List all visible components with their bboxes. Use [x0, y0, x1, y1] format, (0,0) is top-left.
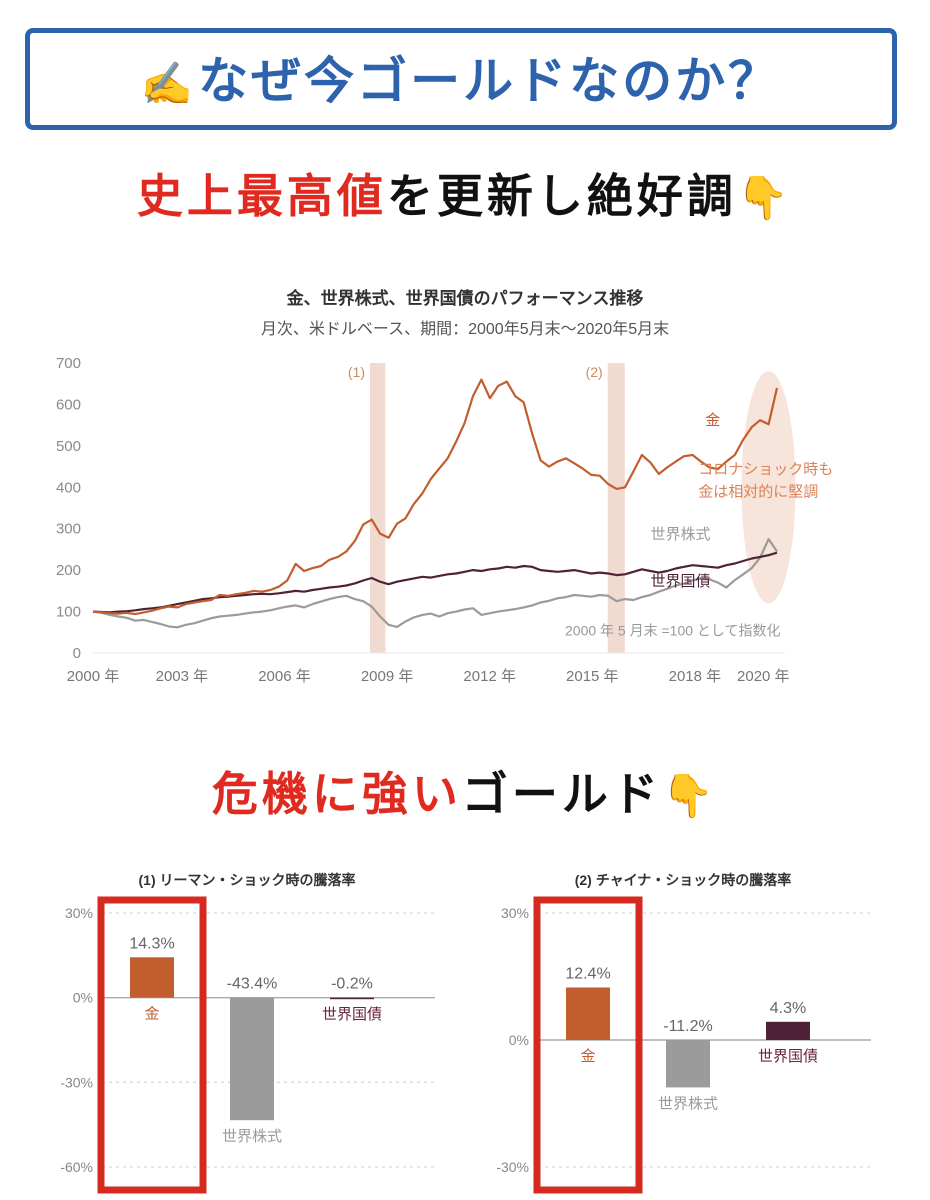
svg-text:0: 0	[73, 645, 81, 662]
china-shock-chart-block: (2) チャイナ・ショック時の騰落率 30% 0% -30% 12.4% 金 -11.2%…	[483, 870, 883, 1200]
svg-text:12.4%: 12.4%	[565, 966, 610, 983]
svg-text:-11.2%: -11.2%	[663, 1018, 713, 1035]
svg-text:世界株式: 世界株式	[651, 526, 711, 543]
page-title-text: なぜ今ゴールドなのか？	[198, 53, 782, 109]
writing-hand-icon: ✍️	[140, 60, 197, 107]
title-box: ✍️なぜ今ゴールドなのか？	[25, 28, 897, 130]
svg-text:30%: 30%	[501, 905, 529, 921]
svg-text:(1): (1)	[348, 364, 365, 380]
pointing-down-icon: 👇	[661, 772, 719, 819]
svg-text:世界国債: 世界国債	[758, 1048, 818, 1065]
bar-chart-1-title: (1) リーマン・ショック時の騰落率	[138, 872, 356, 888]
svg-text:金は相対的に堅調: 金は相対的に堅調	[698, 483, 818, 500]
svg-text:2009 年: 2009 年	[361, 668, 414, 685]
bar-charts-row: (1) リーマン・ショック時の騰落率 30% 0% -30% -60% 14.3% 金 -4…	[0, 870, 930, 1200]
svg-text:金: 金	[705, 412, 720, 429]
svg-text:-0.2%: -0.2%	[331, 976, 373, 993]
svg-text:0%: 0%	[509, 1032, 529, 1048]
svg-text:2000 年: 2000 年	[67, 668, 120, 685]
headline-top-rest: を更新し絶好調	[386, 170, 737, 222]
svg-text:0%: 0%	[73, 990, 93, 1006]
lehman-shock-chart-block: (1) リーマン・ショック時の騰落率 30% 0% -30% -60% 14.3% 金 -4…	[47, 870, 447, 1200]
performance-line-chart: (1) (2) 0 100 200 300 400 500 600 700 2000 年 2003 年…	[56, 355, 833, 685]
svg-text:世界株式: 世界株式	[222, 1128, 282, 1145]
svg-text:-30%: -30%	[60, 1074, 93, 1090]
svg-text:200: 200	[56, 562, 81, 579]
svg-text:(2): (2)	[586, 364, 603, 380]
svg-text:700: 700	[56, 355, 81, 372]
svg-text:2015 年: 2015 年	[566, 668, 619, 685]
line-chart-title: 金、世界株式、世界国債のパフォーマンス推移	[286, 289, 644, 308]
svg-text:300: 300	[56, 521, 81, 538]
pointing-down-icon: 👇	[736, 174, 794, 221]
svg-text:-60%: -60%	[60, 1159, 93, 1175]
svg-text:600: 600	[56, 396, 81, 413]
lehman-shock-bar-chart: 30% 0% -30% -60% 14.3% 金 -43.4% 世界株式 -0.2% 世界国債	[60, 896, 435, 1194]
svg-text:金: 金	[580, 1048, 595, 1065]
svg-text:世界株式: 世界株式	[658, 1095, 718, 1112]
svg-text:2018 年: 2018 年	[669, 668, 722, 685]
china-shock-bar-chart: 30% 0% -30% 12.4% 金 -11.2% 世界株式 4.3% 世界国債	[496, 896, 871, 1194]
line-chart-block: 金、世界株式、世界国債のパフォーマンス推移 月次、米ドルベース、期間：2000年…	[0, 284, 930, 696]
svg-text:100: 100	[56, 604, 81, 621]
svg-text:2012 年: 2012 年	[463, 668, 516, 685]
headline-top-red: 史上最高値	[136, 170, 387, 222]
svg-text:30%: 30%	[65, 905, 93, 921]
headline-bottom: 危機に強いゴールド👇	[0, 758, 930, 824]
svg-text:金: 金	[144, 1006, 159, 1023]
svg-text:-43.4%: -43.4%	[227, 976, 278, 993]
svg-text:世界国債: 世界国債	[651, 573, 711, 590]
svg-text:世界国債: 世界国債	[322, 1006, 382, 1023]
headline-top: 史上最高値を更新し絶好調👇	[0, 160, 930, 226]
svg-text:-30%: -30%	[496, 1159, 529, 1175]
svg-text:2006 年: 2006 年	[258, 668, 311, 685]
headline-bottom-rest: ゴールド	[461, 768, 662, 820]
svg-text:2020 年: 2020 年	[737, 668, 790, 685]
svg-text:400: 400	[56, 479, 81, 496]
svg-text:500: 500	[56, 438, 81, 455]
svg-text:コロナショック時も: コロナショック時も	[698, 461, 833, 478]
svg-text:4.3%: 4.3%	[770, 1000, 806, 1017]
svg-text:2000 年 5 月末 =100 として指数化: 2000 年 5 月末 =100 として指数化	[565, 623, 781, 639]
bar-chart-2-title: (2) チャイナ・ショック時の騰落率	[574, 872, 792, 888]
svg-text:2003 年: 2003 年	[156, 668, 209, 685]
svg-text:14.3%: 14.3%	[129, 935, 174, 952]
headline-bottom-red: 危機に強い	[211, 768, 462, 820]
page-title: ✍️なぜ今ゴールドなのか？	[141, 53, 781, 109]
line-chart-subtitle: 月次、米ドルベース、期間：2000年5月末～2020年5月末	[260, 321, 670, 338]
